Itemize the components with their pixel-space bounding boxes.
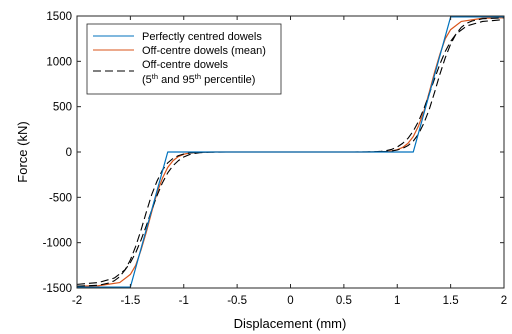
y-tick-label: -1500 [43,283,72,295]
y-tick-label: 1000 [46,56,72,68]
legend-label-percentile-line2: (5th and 95th percentile) [142,72,255,86]
legend-label-off-centre-mean: Off-centre dowels (mean) [142,45,266,57]
y-tick-label: -500 [49,192,72,204]
series-line-0 [77,16,504,288]
legend-percentile-sup-a: th [152,72,158,81]
x-tick-label: 2 [501,295,507,307]
plot-area: -2 -1.5 -1 -0.5 0 0.5 1 1.5 2 -1500 -1000 -500 0 500… [43,11,508,307]
y-tick-label: 0 [66,147,72,159]
series-layer [76,16,505,288]
x-axis-title: Displacement (mm) [234,316,347,331]
x-tick-label: 0.5 [336,295,352,307]
x-tick-label: -0.5 [227,295,247,307]
legend-percentile-part-a: (5 [142,74,152,86]
legend-label-percentile-line1: Off-centre dowels [142,59,229,71]
x-tick-label: 1.5 [443,295,459,307]
x-tick-label: -2 [72,295,82,307]
legend-percentile-part-b: and 95 [158,74,195,86]
x-tick-label: -1.5 [120,295,140,307]
y-tick-label: 1500 [46,11,72,23]
y-axis-title: Force (kN) [15,121,30,182]
y-ticks: -1500 -1000 -500 0 500 1000 1500 [43,11,504,295]
y-tick-label: -1000 [43,238,72,250]
x-ticks: -2 -1.5 -1 -0.5 0 0.5 1 1.5 2 [72,16,507,307]
x-tick-label: 0 [287,295,293,307]
x-tick-label: 1 [394,295,400,307]
legend-percentile-sup-b: th [195,72,201,81]
y-tick-label: 500 [53,102,72,114]
legend-label-perfectly-centred: Perfectly centred dowels [142,31,262,43]
legend: Perfectly centred dowels Off-centre dowe… [86,23,282,95]
x-tick-label: -1 [179,295,189,307]
legend-percentile-part-c: percentile) [201,74,255,86]
